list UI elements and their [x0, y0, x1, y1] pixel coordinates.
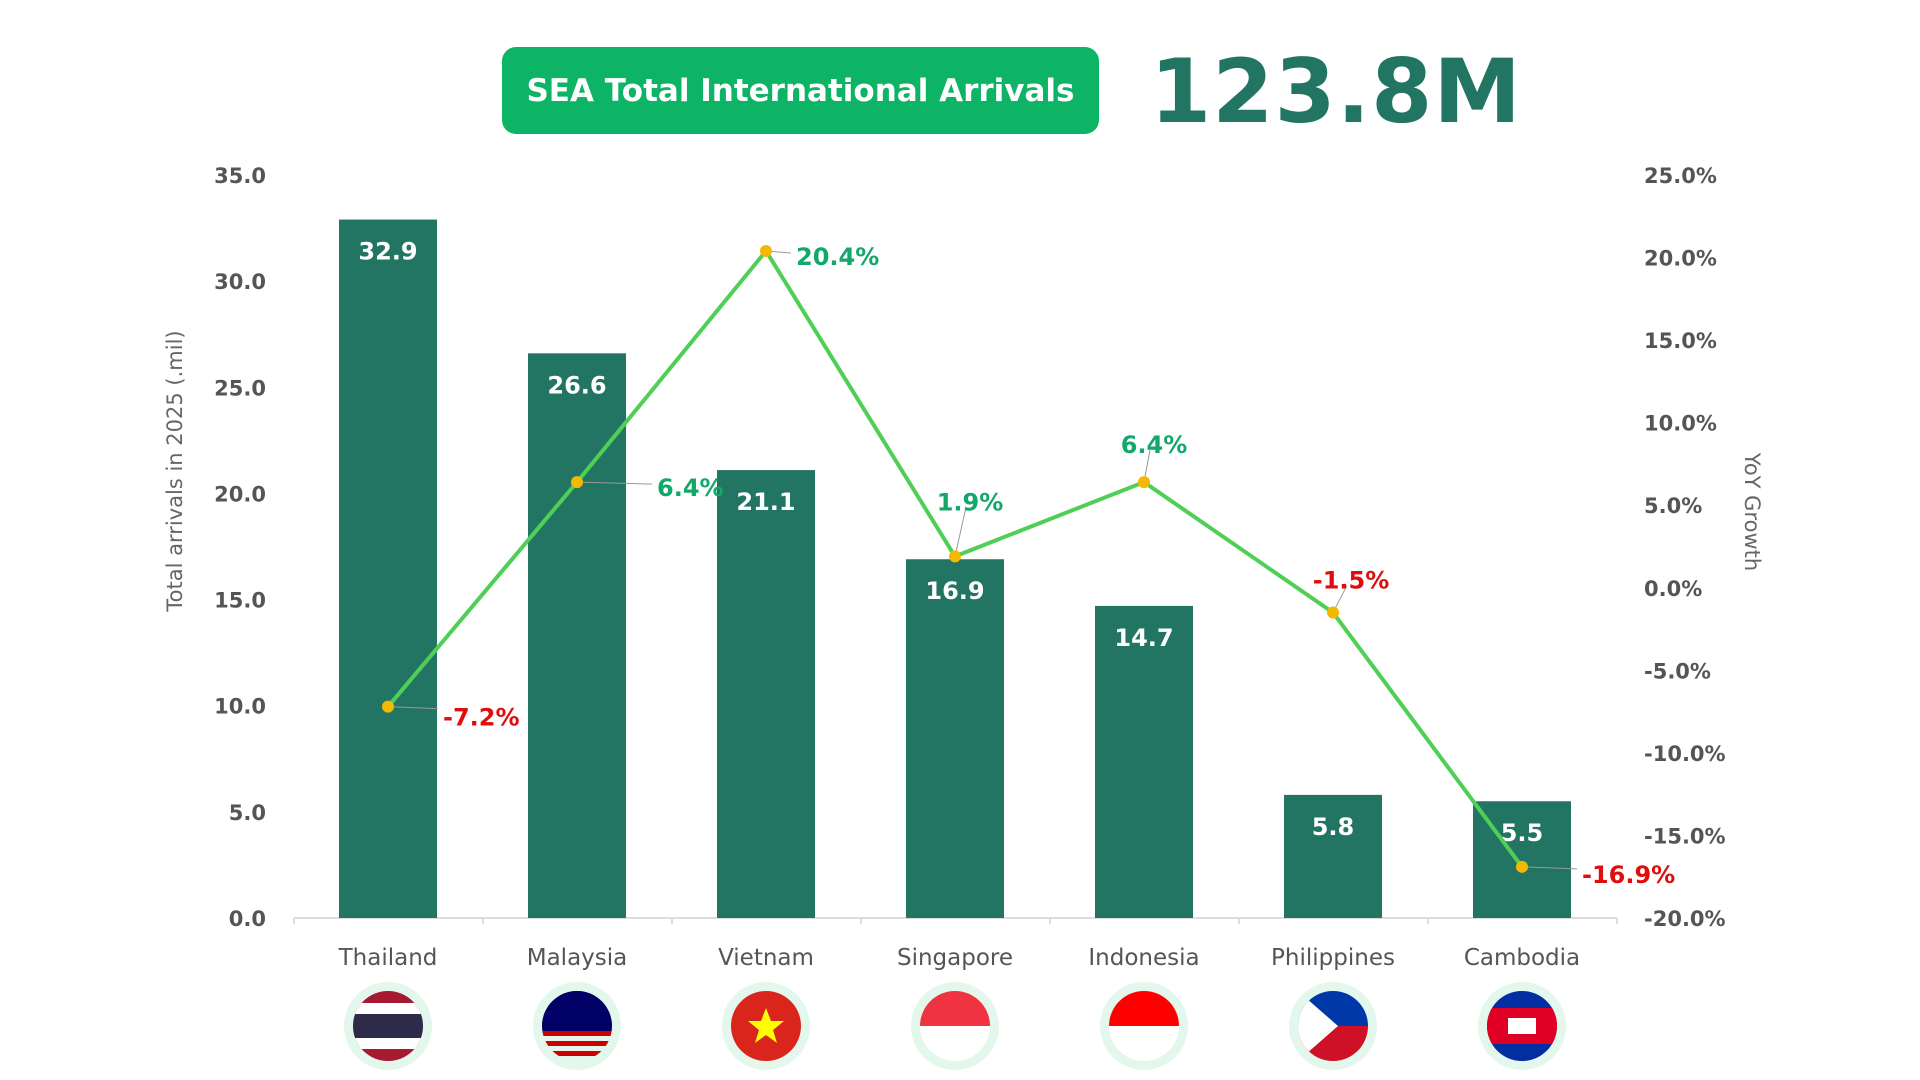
- bar-value-label: 5.5: [1501, 819, 1544, 847]
- right-tick-label: -10.0%: [1644, 742, 1726, 766]
- label-leader-line: [1521, 866, 1578, 870]
- philippines-flag-icon: [1298, 991, 1368, 1061]
- yoy-point: [1516, 860, 1528, 873]
- bar-singapore: [906, 559, 1004, 918]
- left-tick-label: 25.0: [214, 376, 266, 400]
- right-tick-label: 0.0%: [1644, 577, 1702, 601]
- category-label: Thailand: [338, 945, 438, 971]
- bar-malaysia: [528, 353, 626, 918]
- left-axis-title: Total arrivals in 2025 (.mil): [163, 330, 187, 612]
- yoy-value-label: 1.9%: [937, 488, 1004, 516]
- yoy-point: [760, 244, 772, 257]
- bar-vietnam: [717, 470, 815, 918]
- right-tick-label: 15.0%: [1644, 329, 1717, 353]
- right-tick-label: -5.0%: [1644, 659, 1711, 683]
- bar-indonesia: [1095, 605, 1193, 918]
- yoy-point: [571, 476, 583, 489]
- yoy-point: [1327, 606, 1339, 619]
- left-tick-label: 10.0: [214, 695, 266, 719]
- indonesia-flag-icon: [1109, 991, 1179, 1061]
- yoy-value-label: 20.4%: [796, 243, 879, 271]
- yoy-value-label: -7.2%: [443, 704, 520, 732]
- left-tick-label: 0.0: [229, 907, 266, 931]
- label-leader-line: [387, 706, 439, 710]
- right-tick-label: 10.0%: [1644, 412, 1717, 436]
- total-arrivals-value: 123.8M: [1150, 40, 1522, 143]
- yoy-point: [1138, 476, 1150, 489]
- right-axis-title: YoY Growth: [1740, 452, 1764, 571]
- bar-value-label: 5.8: [1312, 813, 1355, 841]
- cambodia-flag-icon: [1487, 991, 1557, 1061]
- category-label: Cambodia: [1464, 945, 1580, 971]
- category-label: Malaysia: [527, 945, 628, 971]
- category-label: Philippines: [1271, 945, 1395, 971]
- thailand-flag-icon: [353, 991, 423, 1061]
- left-tick-label: 15.0: [214, 589, 266, 613]
- bar-value-label: 16.9: [925, 577, 984, 605]
- left-tick-label: 20.0: [214, 482, 266, 506]
- label-leader-line: [576, 481, 653, 485]
- bar-value-label: 21.1: [736, 488, 795, 516]
- label-leader-line: [954, 507, 967, 557]
- left-tick-label: 30.0: [214, 270, 266, 294]
- bar-thailand: [339, 219, 437, 918]
- right-tick-label: 5.0%: [1644, 494, 1702, 518]
- chart-title: SEA Total International Arrivals: [526, 72, 1075, 109]
- yoy-value-label: 6.4%: [657, 474, 724, 502]
- bar-value-label: 32.9: [358, 238, 417, 266]
- category-label: Vietnam: [718, 945, 814, 971]
- title-badge: SEA Total International Arrivals: [502, 47, 1099, 134]
- yoy-point: [382, 700, 394, 713]
- bar-value-label: 14.7: [1114, 624, 1173, 652]
- right-tick-label: 20.0%: [1644, 247, 1717, 271]
- right-tick-label: 25.0%: [1644, 164, 1717, 188]
- yoy-value-label: -16.9%: [1582, 861, 1675, 889]
- singapore-flag-icon: [920, 991, 990, 1061]
- yoy-value-label: 6.4%: [1121, 431, 1188, 459]
- yoy-value-label: -1.5%: [1313, 567, 1390, 595]
- category-label: Indonesia: [1088, 945, 1199, 971]
- vietnam-flag-icon: [731, 991, 801, 1061]
- category-label: Singapore: [897, 945, 1013, 971]
- bar-value-label: 26.6: [547, 371, 606, 399]
- left-tick-label: 5.0: [229, 801, 266, 825]
- right-tick-label: -15.0%: [1644, 824, 1726, 848]
- yoy-point: [949, 550, 961, 563]
- right-tick-label: -20.0%: [1644, 907, 1726, 931]
- bar-philippines: [1284, 794, 1382, 918]
- left-tick-label: 35.0: [214, 164, 266, 188]
